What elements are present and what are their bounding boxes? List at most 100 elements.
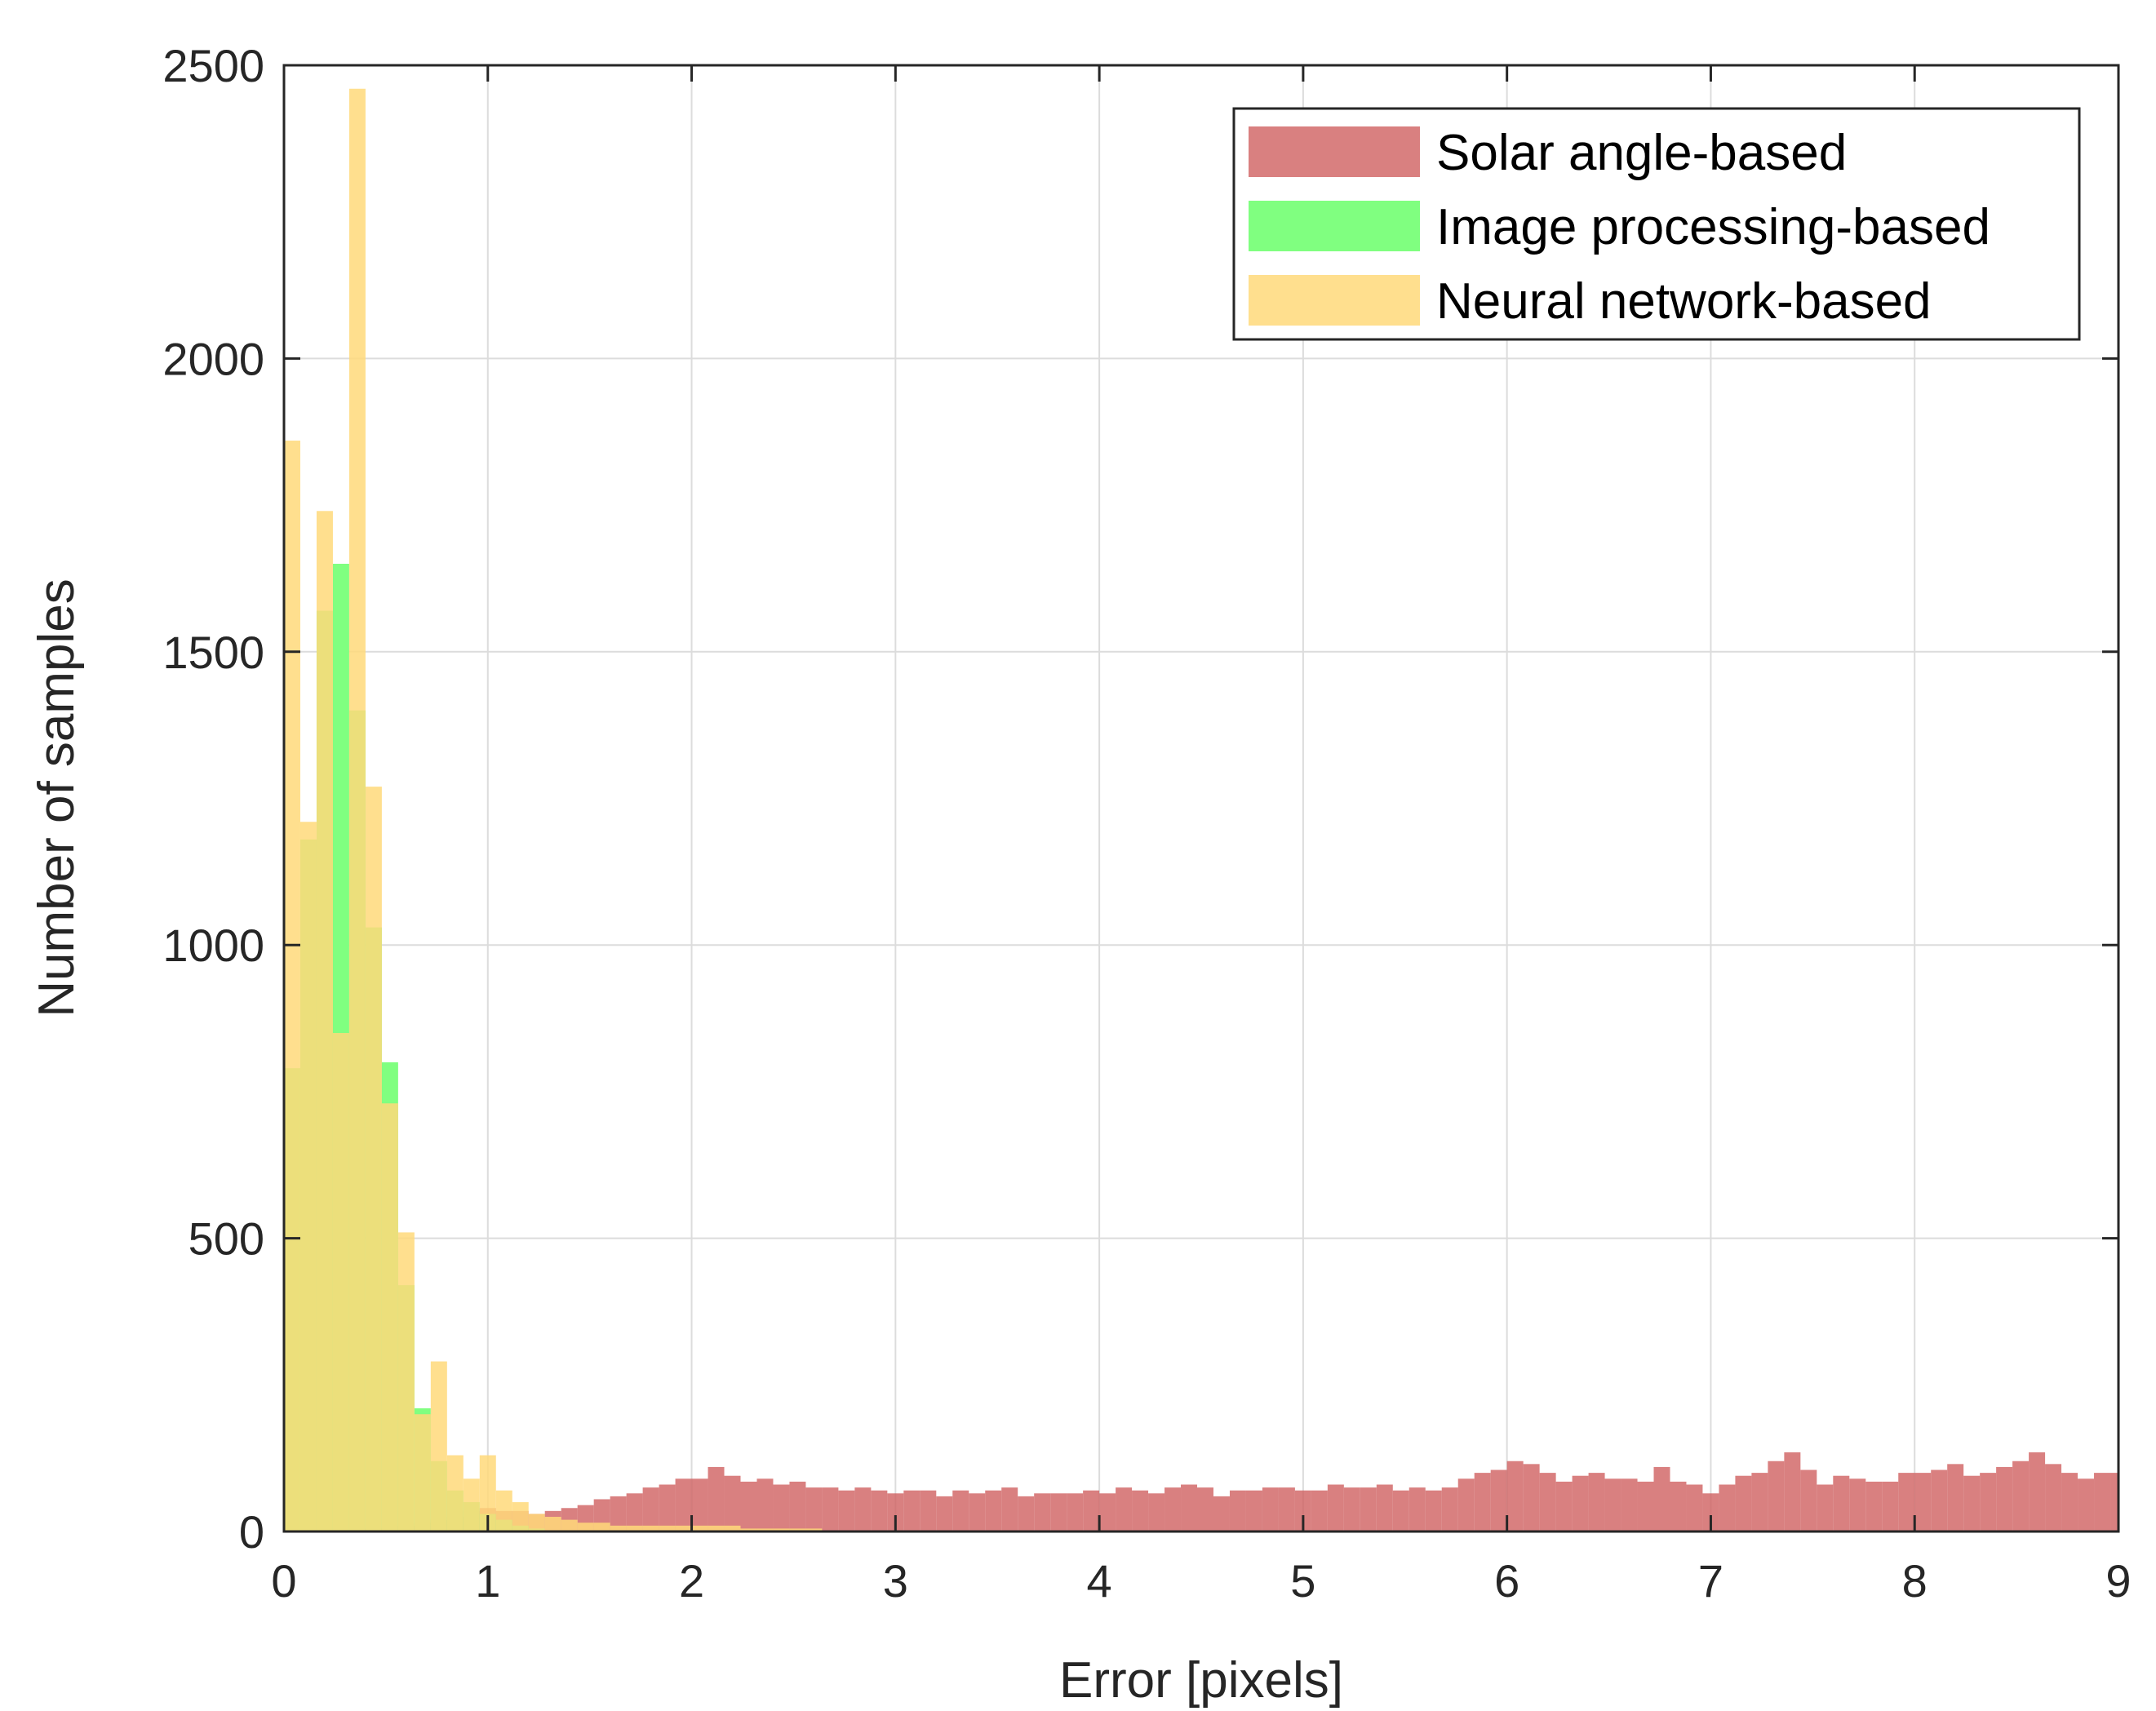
histogram-bar	[1132, 1490, 1149, 1531]
x-tick-label: 6	[1494, 1555, 1519, 1607]
histogram-bar	[1653, 1466, 1670, 1531]
histogram-bar	[1686, 1484, 1703, 1531]
histogram-bar	[1506, 1461, 1524, 1531]
histogram-bar	[1621, 1478, 1638, 1531]
histogram-bar	[985, 1490, 1002, 1531]
histogram-bar	[1865, 1481, 1883, 1531]
histogram-bar	[773, 1484, 790, 1531]
histogram-bar	[642, 1525, 659, 1531]
histogram-bar	[299, 822, 317, 1531]
histogram-bar	[936, 1496, 953, 1531]
histogram-bar	[1425, 1490, 1442, 1531]
histogram-bar	[1947, 1464, 1964, 1531]
y-tick-label: 0	[239, 1506, 264, 1558]
histogram-bar	[691, 1525, 708, 1531]
x-tick-label: 7	[1698, 1555, 1723, 1607]
histogram-bar	[610, 1525, 627, 1531]
histogram-bar	[1914, 1473, 1932, 1531]
histogram-bars	[284, 88, 2118, 1532]
histogram-bar	[659, 1484, 676, 1531]
histogram-bar	[1213, 1496, 1230, 1531]
x-tick-label: 4	[1087, 1555, 1112, 1607]
histogram-bar	[544, 1517, 561, 1531]
x-tick-label: 5	[1290, 1555, 1315, 1607]
histogram-bar	[1278, 1487, 1295, 1531]
histogram-bar	[969, 1493, 986, 1531]
histogram-bar	[1197, 1487, 1213, 1531]
histogram-bar	[805, 1528, 823, 1531]
histogram-bar	[1067, 1493, 1084, 1531]
histogram-bar	[740, 1481, 757, 1531]
y-tick-labels: 0 500 1000 1500 2000 2500	[162, 40, 264, 1558]
histogram-bar	[414, 1414, 431, 1531]
histogram-bar	[1800, 1469, 1817, 1531]
histogram-bar	[854, 1487, 872, 1531]
x-tick-label: 2	[679, 1555, 704, 1607]
histogram-bar	[2045, 1464, 2062, 1531]
histogram-bar	[1849, 1478, 1866, 1531]
histogram-bar	[1490, 1469, 1507, 1531]
y-axis-title: Number of samples	[29, 578, 85, 1017]
histogram-bar	[1882, 1481, 1899, 1531]
legend-swatch	[1249, 201, 1420, 251]
histogram-bar	[2078, 1478, 2095, 1531]
histogram-bar	[348, 88, 366, 1532]
y-tick-label: 500	[189, 1213, 264, 1265]
histogram-bar	[1441, 1487, 1458, 1531]
histogram-bar	[1001, 1487, 1018, 1531]
histogram-bar	[381, 1103, 398, 1531]
histogram-bar	[512, 1502, 529, 1531]
histogram-bar	[1751, 1473, 1768, 1531]
histogram-bar	[1165, 1487, 1182, 1531]
histogram-bar	[789, 1481, 806, 1531]
histogram-bar	[887, 1493, 904, 1531]
legend-swatch	[1249, 126, 1420, 177]
histogram-bar	[1637, 1481, 1654, 1531]
histogram-bar	[284, 441, 300, 1531]
histogram-bar	[952, 1490, 969, 1531]
histogram-bar	[1572, 1475, 1589, 1531]
histogram-bar	[1457, 1478, 1475, 1531]
histogram-bar	[789, 1528, 806, 1531]
histogram-bar	[1327, 1484, 1344, 1531]
histogram-bar	[675, 1478, 692, 1531]
histogram-bar	[1898, 1473, 1915, 1531]
histogram-bar	[1245, 1490, 1262, 1531]
histogram-bar	[642, 1487, 659, 1531]
histogram-bar	[626, 1493, 643, 1531]
histogram-bar	[1083, 1490, 1100, 1531]
histogram-bar	[2029, 1452, 2046, 1531]
histogram-bar	[756, 1478, 774, 1531]
histogram-bar	[708, 1466, 725, 1531]
x-tick-label: 9	[2105, 1555, 2131, 1607]
histogram-bar	[479, 1455, 496, 1531]
histogram-bar	[691, 1478, 708, 1531]
histogram-bar	[1963, 1475, 1981, 1531]
histogram-bar	[1294, 1490, 1311, 1531]
histogram-bar	[1376, 1484, 1393, 1531]
histogram-bar	[1702, 1493, 1719, 1531]
histogram-bar	[397, 1232, 415, 1531]
histogram-bar	[838, 1490, 855, 1531]
histogram-bar	[626, 1525, 643, 1531]
histogram-bar	[920, 1490, 937, 1531]
histogram-bar	[1555, 1481, 1573, 1531]
histogram-bar	[528, 1514, 545, 1531]
histogram-bar	[1996, 1466, 2013, 1531]
histogram-bar	[610, 1496, 627, 1531]
histogram-bar	[1670, 1481, 1687, 1531]
histogram-bar	[773, 1528, 790, 1531]
histogram-bar	[903, 1490, 921, 1531]
histogram-bar	[446, 1455, 464, 1531]
x-tick-label: 3	[883, 1555, 908, 1607]
x-tick-label: 8	[1902, 1555, 1928, 1607]
histogram-bar	[2110, 1473, 2118, 1531]
histogram-bar	[659, 1525, 676, 1531]
histogram-bar	[740, 1528, 757, 1531]
histogram-bar	[1833, 1475, 1850, 1531]
y-tick-label: 2000	[162, 333, 264, 384]
y-tick-label: 1500	[162, 627, 264, 678]
histogram-bar	[1034, 1493, 1051, 1531]
histogram-bar	[1311, 1490, 1328, 1531]
